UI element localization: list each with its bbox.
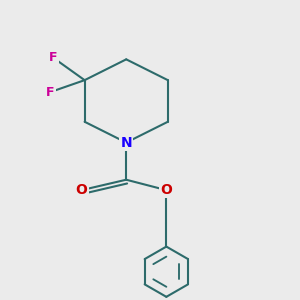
- Text: F: F: [46, 85, 55, 98]
- Text: F: F: [49, 51, 58, 64]
- Text: O: O: [76, 183, 88, 197]
- Text: O: O: [160, 183, 172, 197]
- Text: N: N: [120, 136, 132, 150]
